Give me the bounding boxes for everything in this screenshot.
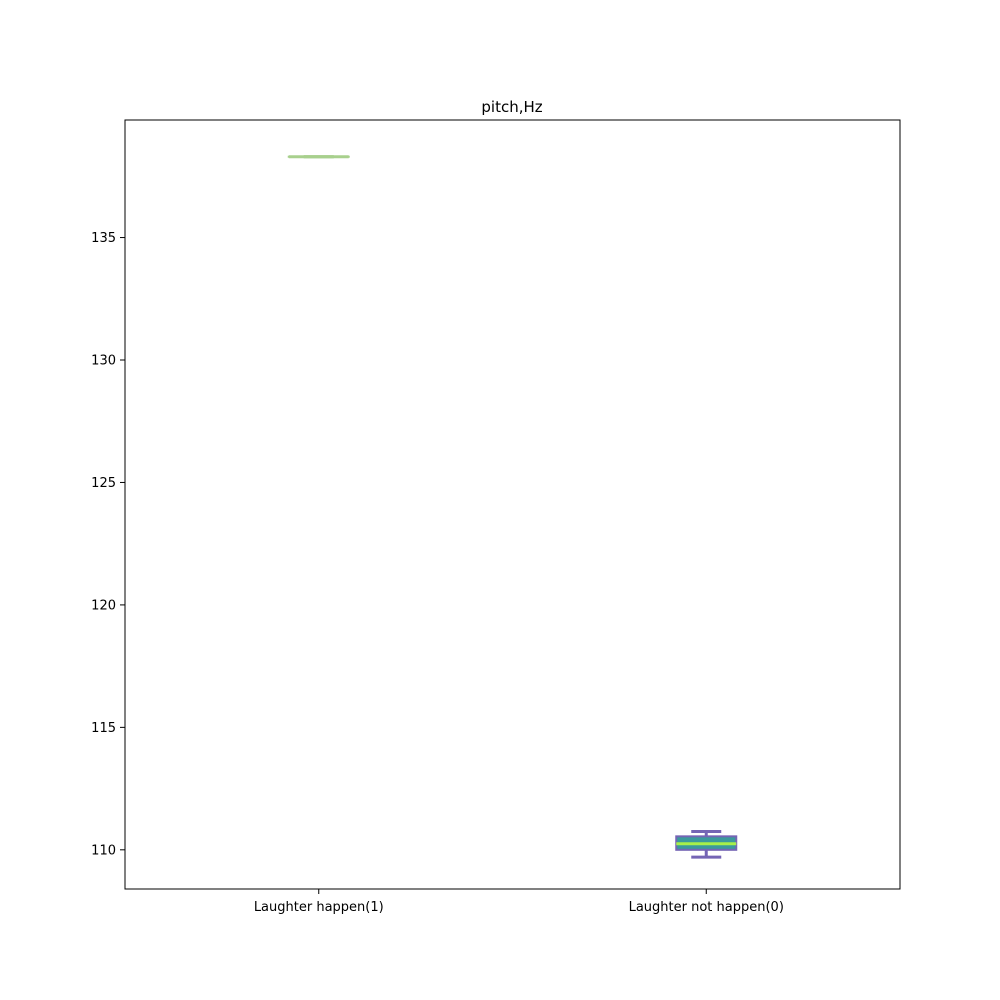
y-tick-label: 130	[91, 354, 116, 369]
y-tick-label: 125	[91, 476, 116, 491]
chart-title: pitch,Hz	[481, 98, 542, 116]
y-tick-label: 120	[91, 598, 116, 613]
x-tick-label: Laughter not happen(0)	[629, 900, 784, 915]
y-tick-label: 115	[91, 721, 116, 736]
box-group	[287, 155, 738, 859]
x-axis: Laughter happen(1) Laughter not happen(0)	[254, 889, 784, 915]
plot-frame	[124, 119, 901, 890]
y-axis: 110 115 120 125 130 135	[91, 231, 125, 858]
y-tick-label: 110	[91, 843, 116, 858]
x-tick-label: Laughter happen(1)	[254, 900, 384, 915]
box-1	[675, 829, 738, 859]
y-tick-label: 135	[91, 231, 116, 246]
